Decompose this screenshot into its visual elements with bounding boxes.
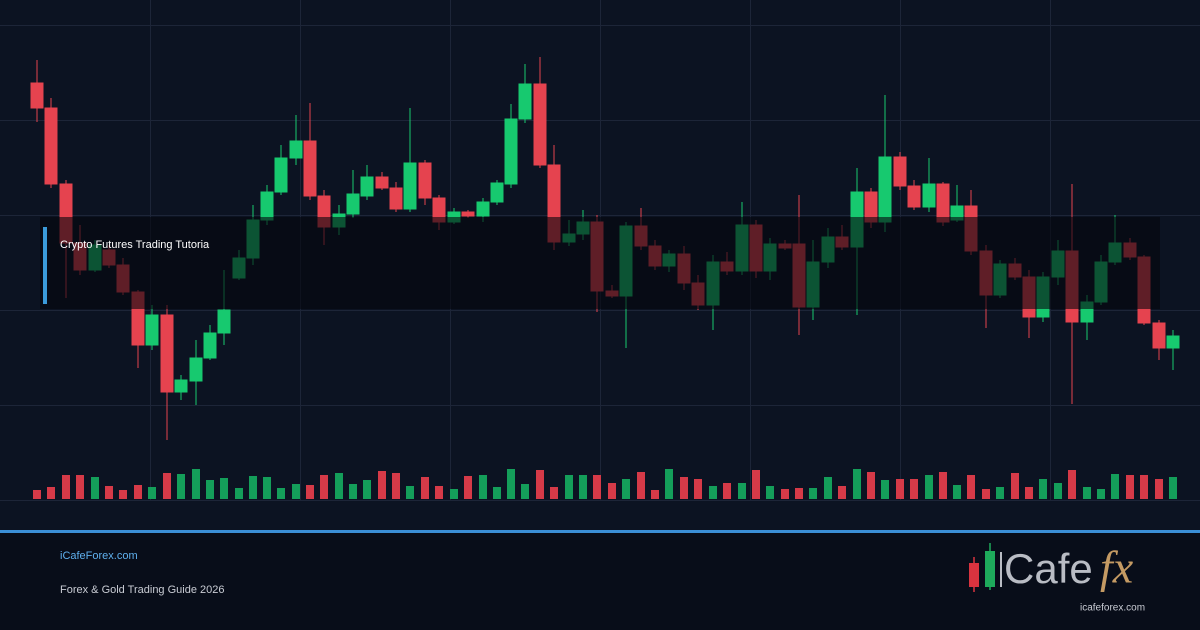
title-band <box>40 217 1160 309</box>
logo-bar <box>1000 552 1002 587</box>
logo-icon-red <box>969 563 979 587</box>
site-link[interactable]: iCafeForex.com <box>60 550 138 562</box>
title-accent <box>43 227 47 304</box>
bearish-volume <box>33 470 1163 499</box>
logo-url[interactable]: icafeforex.com <box>1080 603 1145 614</box>
subtitle: Forex & Gold Trading Guide 2026 <box>60 584 224 596</box>
bullish-volume <box>91 469 1177 499</box>
divider <box>0 530 1200 533</box>
logo-icon-green <box>985 551 995 587</box>
logo: Cafe fx icafeforex.com <box>969 542 1145 614</box>
title: Crypto Futures Trading Tutoria <box>60 239 210 251</box>
logo-wordmark: Cafe <box>1004 545 1093 592</box>
logo-accent: fx <box>1100 542 1134 593</box>
